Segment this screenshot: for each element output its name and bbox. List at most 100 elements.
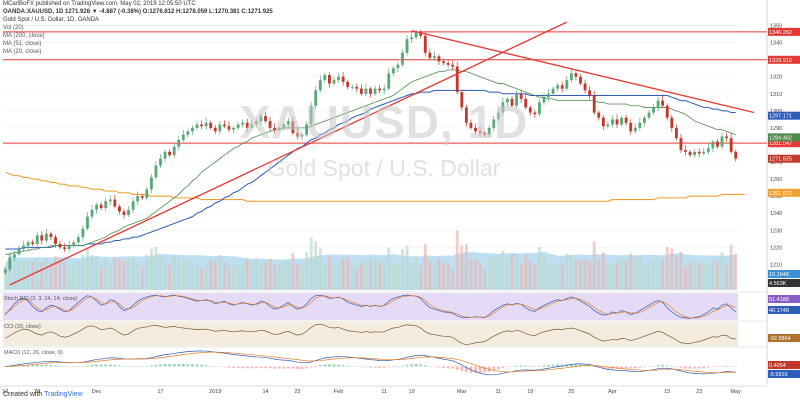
macd-histogram-bar xyxy=(647,366,651,367)
ma-price-tag: 1271.925 xyxy=(769,157,792,163)
macd-histogram-bar xyxy=(250,366,254,369)
trendline xyxy=(9,21,568,286)
macd-histogram-bar xyxy=(3,366,7,367)
candle-body xyxy=(54,237,57,244)
volume-bar xyxy=(273,265,277,290)
macd-histogram-bar xyxy=(245,366,249,369)
macd-histogram-bar xyxy=(556,364,560,367)
macd-histogram-bar xyxy=(684,366,687,369)
volume-bar xyxy=(264,262,267,290)
volume-bar xyxy=(232,267,235,290)
volume-bar xyxy=(679,251,683,290)
macd-histogram-bar xyxy=(163,364,167,367)
volume-bar xyxy=(556,263,560,290)
volume-bar xyxy=(711,259,715,290)
volume-bar xyxy=(108,266,112,290)
stoch-value-tag: 51.4188 xyxy=(769,297,789,303)
candle-body xyxy=(131,201,135,210)
candle-body xyxy=(44,233,48,241)
macd-histogram-bar xyxy=(186,364,190,367)
ma-price-tag-bg xyxy=(768,188,800,197)
volume-bar xyxy=(86,248,89,290)
macd-histogram-bar xyxy=(537,365,541,367)
macd-histogram-bar xyxy=(693,366,697,369)
macd-histogram-bar xyxy=(410,364,414,367)
macd-histogram-bar xyxy=(140,366,144,367)
volume-bar xyxy=(633,260,637,290)
macd-histogram-bar xyxy=(131,366,135,367)
volume-bar xyxy=(487,259,491,290)
volume-bar xyxy=(22,261,25,290)
macd-histogram-bar xyxy=(387,366,391,368)
volume-bar xyxy=(181,258,185,290)
candle-body xyxy=(67,245,71,250)
macd-histogram-bar xyxy=(674,366,678,367)
candle-body xyxy=(633,127,637,132)
ma200-line xyxy=(5,171,745,202)
time-tick-label: 25 xyxy=(568,389,574,395)
candle-body xyxy=(665,105,669,118)
macd-histogram-bar xyxy=(26,364,30,367)
candle-body xyxy=(551,88,555,94)
macd-histogram-bar xyxy=(464,366,468,373)
ma-price-tag: 1284.462 xyxy=(769,135,792,141)
legend-volume: Vol (20) xyxy=(3,25,24,31)
macd-histogram-bar xyxy=(204,365,208,367)
macd-histogram-bar xyxy=(159,364,162,367)
macd-histogram-bar xyxy=(492,366,496,371)
macd-histogram-bar xyxy=(99,364,103,367)
candle-body xyxy=(487,127,491,135)
macd-histogram-bar xyxy=(560,364,564,367)
volume-bar xyxy=(296,265,299,290)
tradingview-logo-text[interactable]: TradingView xyxy=(44,391,83,398)
candle-body xyxy=(423,35,427,53)
candle-body xyxy=(460,92,464,108)
volume-bar xyxy=(670,248,674,290)
candle-body xyxy=(108,199,112,202)
candle-body xyxy=(204,122,208,127)
candle-body xyxy=(35,235,39,244)
macd-histogram-bar xyxy=(574,363,578,367)
candle-body xyxy=(200,124,204,127)
candle-body xyxy=(113,199,117,207)
candle-body xyxy=(378,88,382,91)
macd-histogram-bar xyxy=(200,364,204,367)
time-tick-label: 12 xyxy=(2,389,8,395)
macd-value-tag-bg xyxy=(768,361,800,369)
macd-histogram-bar xyxy=(496,366,500,370)
volume-bar xyxy=(76,261,80,290)
level-price-tag: 1346.282 xyxy=(769,30,792,36)
candle-body xyxy=(227,126,231,130)
candle-body xyxy=(186,131,190,135)
volume-bar xyxy=(40,262,44,290)
symbol-title: Gold Spot / U.S. Dollar, 1D, OANDA xyxy=(3,17,100,23)
volume-bar xyxy=(369,260,372,290)
candle-body xyxy=(26,242,30,246)
candle-body xyxy=(149,177,153,190)
candle-body xyxy=(492,119,496,128)
volume-bar xyxy=(209,260,213,290)
candle-body xyxy=(528,107,532,113)
candle-body xyxy=(31,242,35,244)
volume-bar xyxy=(446,261,450,290)
candle-body xyxy=(136,196,140,202)
macd-histogram-bar xyxy=(501,366,505,369)
volume-bar xyxy=(131,258,135,290)
candle-body xyxy=(674,127,678,139)
candle-body xyxy=(40,235,44,241)
level-price-tag: 1329.912 xyxy=(769,58,792,64)
footer-prefix: Created with xyxy=(3,391,45,398)
macd-histogram-bar xyxy=(528,365,532,367)
macd-histogram-bar xyxy=(569,363,573,367)
macd-histogram-bar xyxy=(49,364,53,367)
volume-bar xyxy=(537,246,541,290)
volume-bar xyxy=(510,253,514,290)
macd-signal-line xyxy=(5,351,736,374)
volume-bar xyxy=(300,266,304,290)
volume-bar xyxy=(241,265,245,290)
candle-body xyxy=(327,75,331,84)
price-tick-label: 1240 xyxy=(770,211,782,217)
volume-value-tag-bg xyxy=(768,270,800,278)
macd-histogram-bar xyxy=(679,366,683,368)
